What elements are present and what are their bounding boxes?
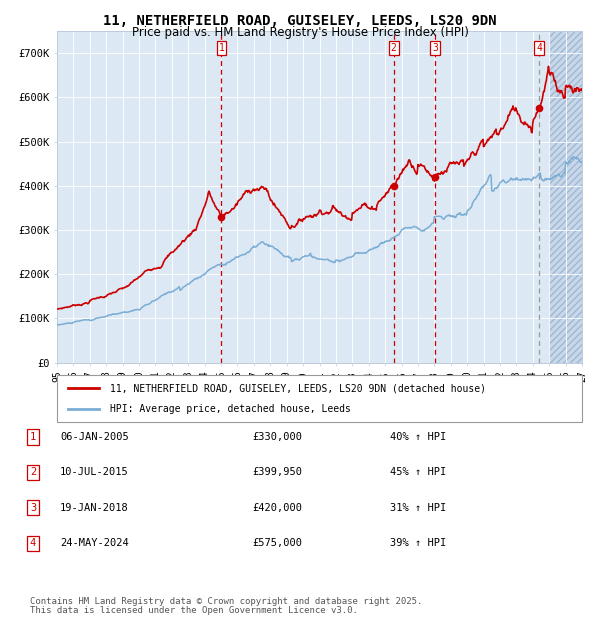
Text: 4: 4 [536,43,542,53]
Bar [549,31,582,363]
Text: Price paid vs. HM Land Registry's House Price Index (HPI): Price paid vs. HM Land Registry's House … [131,26,469,39]
Text: 10-JUL-2015: 10-JUL-2015 [60,467,129,477]
Text: Contains HM Land Registry data © Crown copyright and database right 2025.: Contains HM Land Registry data © Crown c… [30,597,422,606]
Text: 2: 2 [30,467,36,477]
Text: £399,950: £399,950 [252,467,302,477]
Text: 19-JAN-2018: 19-JAN-2018 [60,503,129,513]
Text: 45% ↑ HPI: 45% ↑ HPI [390,467,446,477]
Text: 40% ↑ HPI: 40% ↑ HPI [390,432,446,442]
Text: 39% ↑ HPI: 39% ↑ HPI [390,538,446,548]
Text: £575,000: £575,000 [252,538,302,548]
Text: 1: 1 [218,43,224,53]
Text: £420,000: £420,000 [252,503,302,513]
Text: £330,000: £330,000 [252,432,302,442]
Text: 2: 2 [391,43,397,53]
Text: 3: 3 [432,43,438,53]
Bar [549,31,582,363]
Text: 1: 1 [30,432,36,442]
FancyBboxPatch shape [57,375,582,422]
Text: 4: 4 [30,538,36,548]
Text: 31% ↑ HPI: 31% ↑ HPI [390,503,446,513]
Text: 24-MAY-2024: 24-MAY-2024 [60,538,129,548]
Text: 11, NETHERFIELD ROAD, GUISELEY, LEEDS, LS20 9DN (detached house): 11, NETHERFIELD ROAD, GUISELEY, LEEDS, L… [110,383,485,393]
Text: 3: 3 [30,503,36,513]
Text: 06-JAN-2005: 06-JAN-2005 [60,432,129,442]
Text: This data is licensed under the Open Government Licence v3.0.: This data is licensed under the Open Gov… [30,606,358,615]
Text: 11, NETHERFIELD ROAD, GUISELEY, LEEDS, LS20 9DN: 11, NETHERFIELD ROAD, GUISELEY, LEEDS, L… [103,14,497,28]
Text: HPI: Average price, detached house, Leeds: HPI: Average price, detached house, Leed… [110,404,350,414]
